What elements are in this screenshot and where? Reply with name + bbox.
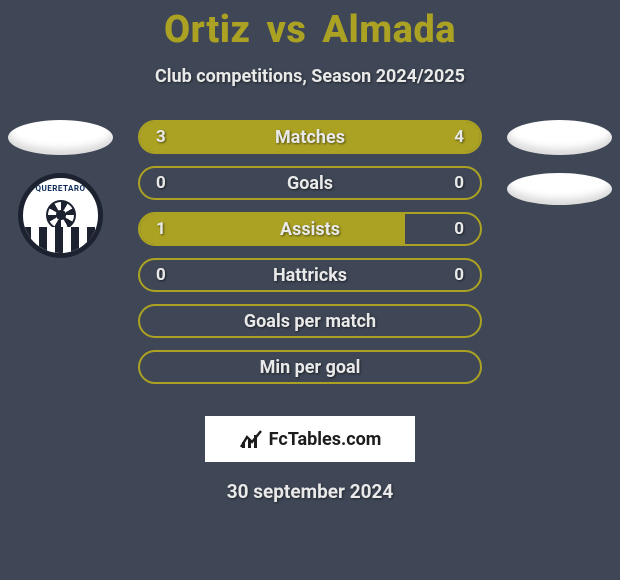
brand-badge: FcTables.com <box>205 416 415 462</box>
brand-text: FcTables.com <box>269 429 382 450</box>
player-silhouette-icon <box>507 120 612 155</box>
club-crest-left: QUERETARO <box>18 173 103 258</box>
crest-stripes-icon <box>23 227 98 253</box>
crest-text: QUERETARO <box>23 184 98 193</box>
stat-row: Goals per match <box>138 304 482 338</box>
stat-label: Matches <box>140 122 480 152</box>
stat-label: Hattricks <box>140 260 480 290</box>
stat-row: 00Goals <box>138 166 482 200</box>
club-crest-right <box>507 173 612 205</box>
right-avatar-slot <box>507 120 612 223</box>
stat-label: Min per goal <box>140 352 480 382</box>
stat-row: 10Assists <box>138 212 482 246</box>
left-avatar-slot: QUERETARO <box>8 120 113 258</box>
chart-icon <box>239 427 263 451</box>
player-right-name: Almada <box>322 8 456 52</box>
crest-ball-icon <box>46 200 76 230</box>
subtitle: Club competitions, Season 2024/2025 <box>0 66 620 87</box>
stat-row: 00Hattricks <box>138 258 482 292</box>
player-silhouette-icon <box>8 120 113 155</box>
player-left-name: Ortiz <box>164 8 251 52</box>
title-vs: vs <box>266 8 306 52</box>
page-title: Ortiz vs Almada <box>0 0 620 52</box>
stat-row: Min per goal <box>138 350 482 384</box>
stat-row: 34Matches <box>138 120 482 154</box>
date-stamp: 30 september 2024 <box>0 480 620 503</box>
stat-label: Goals <box>140 168 480 198</box>
stat-label: Goals per match <box>140 306 480 336</box>
comparison-card: Ortiz vs Almada Club competitions, Seaso… <box>0 0 620 580</box>
stats-column: 34Matches 00Goals 10Assists 00Hattricks Goal… <box>138 120 482 384</box>
stat-label: Assists <box>140 214 480 244</box>
